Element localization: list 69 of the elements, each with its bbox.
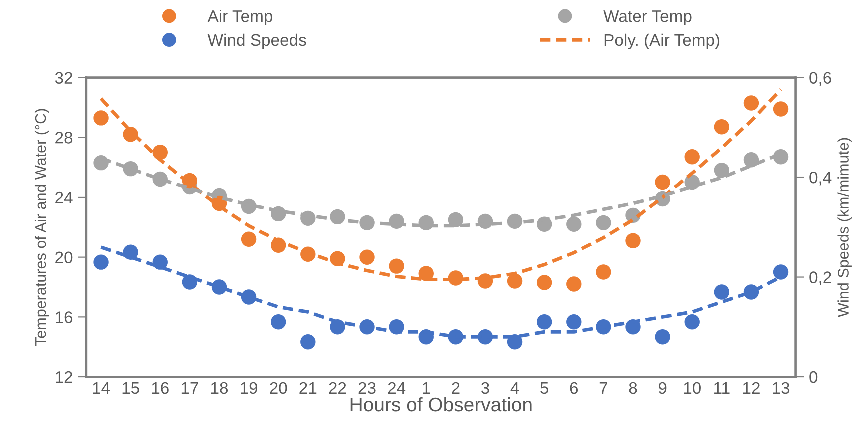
x-tick-label: 10: [684, 382, 701, 394]
point: [626, 233, 641, 248]
point: [300, 334, 316, 350]
x-tick-label: 4: [510, 382, 520, 394]
y2-axis-title: Wind Speeds (km/mimute): [838, 138, 852, 318]
point: [596, 215, 612, 231]
point: [241, 232, 257, 247]
x-tick-label: 23: [358, 382, 376, 394]
x-tick-label: 17: [182, 382, 198, 394]
point: [655, 330, 670, 345]
y-tick-label: 32: [55, 72, 72, 84]
y2-tick-label: 0,6: [810, 72, 832, 86]
point: [566, 216, 582, 232]
x-tick-label: 2: [452, 382, 460, 394]
point: [596, 264, 612, 280]
y-tick-label: 16: [56, 312, 73, 324]
point: [773, 264, 789, 280]
y-tick-label: 12: [56, 371, 72, 384]
legend-label: Wind Speeds: [208, 34, 306, 50]
x-tick-label: 7: [600, 382, 608, 394]
point: [684, 314, 700, 330]
x-tick-label: 15: [122, 382, 140, 394]
x-tick-label: 12: [743, 382, 760, 394]
x-tick-label: 21: [300, 382, 317, 394]
point: [536, 314, 552, 330]
x-tick-label: 20: [270, 382, 288, 394]
point: [566, 276, 582, 292]
y2-tick-label: 0,2: [810, 272, 832, 286]
point: [360, 250, 375, 265]
y-tick-label: 28: [56, 132, 73, 144]
point: [270, 314, 286, 330]
y-tick-label: 20: [56, 252, 73, 264]
x-tick-label: 6: [570, 382, 578, 394]
point: [418, 266, 434, 282]
point: [94, 254, 109, 270]
point: [566, 314, 582, 330]
x-tick-label: 22: [329, 382, 346, 394]
point: [684, 149, 700, 165]
legend-label: Air Temp: [208, 10, 273, 26]
legend-label: Poly. (Air Temp): [604, 34, 720, 50]
x-tick-label: 16: [152, 382, 169, 394]
x-tick-label: 11: [714, 382, 730, 394]
x-axis-title: Hours of Observation: [350, 397, 532, 412]
point: [448, 212, 464, 228]
y2-tick-label: 0: [810, 371, 818, 384]
point: [655, 174, 670, 190]
point: [714, 120, 730, 135]
point: [773, 102, 789, 117]
x-tick-label: 1: [423, 382, 430, 394]
y-axis-title: Temperatures of Air and Water (°C): [34, 109, 50, 346]
y2-tick-label: 0,4: [810, 172, 832, 186]
x-tick-label: 18: [211, 382, 228, 394]
point: [714, 284, 730, 300]
x-tick-label: 9: [658, 382, 667, 394]
point: [714, 162, 730, 178]
point: [536, 275, 552, 290]
point: [389, 258, 404, 274]
x-tick-label: 13: [773, 382, 790, 394]
x-tick-label: 24: [388, 382, 406, 394]
point: [744, 96, 760, 111]
y-tick-label: 24: [56, 192, 73, 204]
x-tick-label: 5: [540, 382, 549, 394]
x-tick-label: 8: [629, 382, 638, 394]
x-tick-label: 19: [241, 382, 258, 394]
x-tick-label: 14: [93, 382, 110, 394]
point: [94, 110, 109, 126]
x-tick-label: 3: [481, 382, 490, 394]
legend-label: Water Temp: [604, 10, 692, 26]
point: [507, 274, 523, 289]
